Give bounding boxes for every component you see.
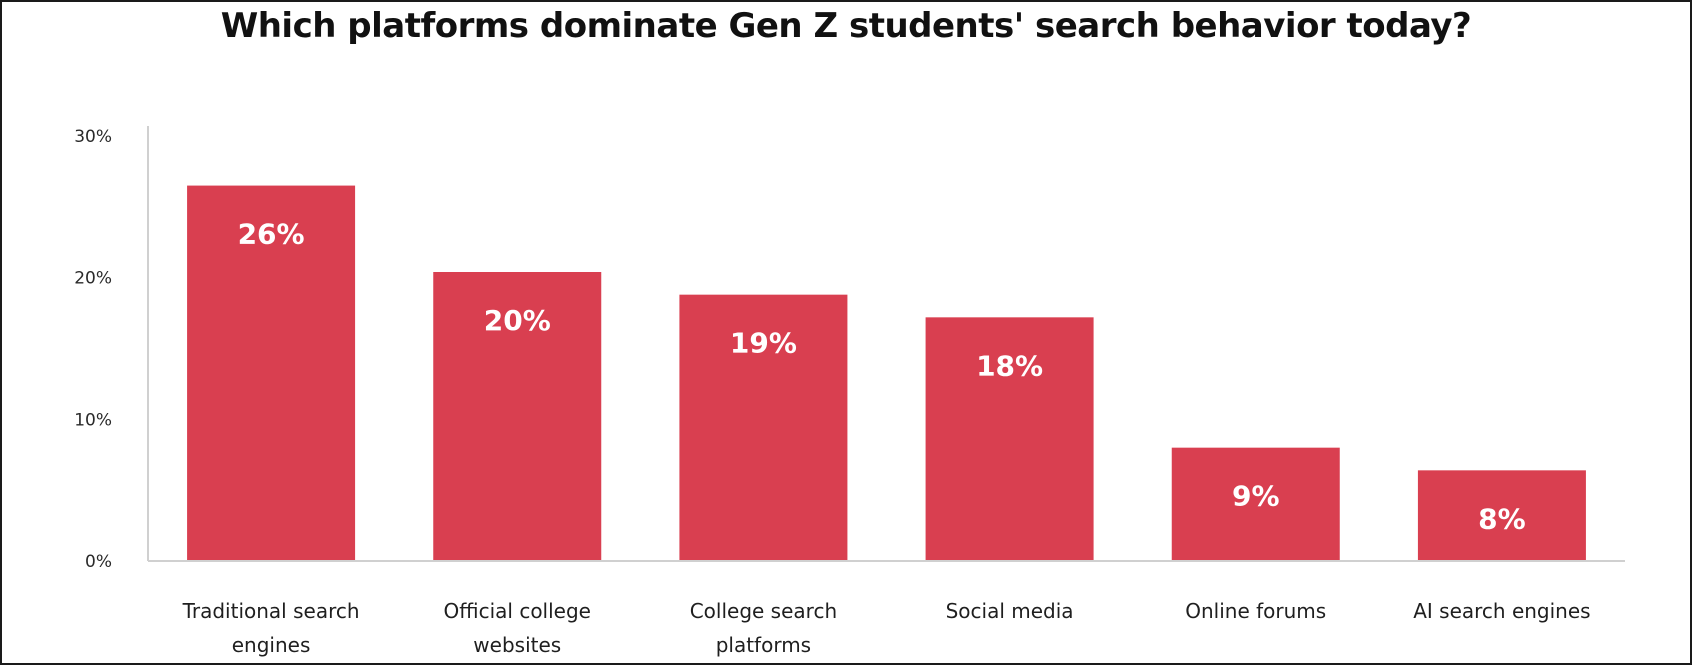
bars: 26% 20% 19% 18% 9% 8% <box>187 185 1586 562</box>
y-tick-label: 20% <box>74 269 112 289</box>
bar <box>433 272 602 561</box>
bar <box>925 317 1094 561</box>
bar <box>187 185 356 562</box>
x-tick-label: Traditional search <box>182 599 360 623</box>
data-label: 26% <box>238 218 305 251</box>
x-tick-label: websites <box>473 633 561 657</box>
data-label: 8% <box>1478 502 1526 535</box>
x-tick-label: Social media <box>946 599 1074 623</box>
x-tick-label: platforms <box>716 633 811 657</box>
y-tick-label: 0% <box>85 552 112 572</box>
x-tick-label: engines <box>232 633 311 657</box>
bar <box>1171 447 1340 561</box>
data-label: 18% <box>976 349 1043 382</box>
x-axis: Traditional search engines Official colleg… <box>148 560 1625 657</box>
x-tick-label: College search <box>690 599 837 623</box>
x-tick-label: Online forums <box>1185 599 1326 623</box>
y-axis: 0% 10% 20% 30% <box>74 126 149 572</box>
bar <box>1417 470 1586 561</box>
data-label: 9% <box>1232 480 1280 513</box>
data-label: 19% <box>730 327 797 360</box>
x-tick-label: Official college <box>444 599 591 623</box>
x-tick-label: AI search engines <box>1413 599 1590 623</box>
chart-title: Which platforms dominate Gen Z students'… <box>220 6 1472 46</box>
data-label: 20% <box>484 304 551 337</box>
y-tick-label: 10% <box>74 410 112 430</box>
y-tick-label: 30% <box>74 127 112 147</box>
bar <box>679 294 848 561</box>
